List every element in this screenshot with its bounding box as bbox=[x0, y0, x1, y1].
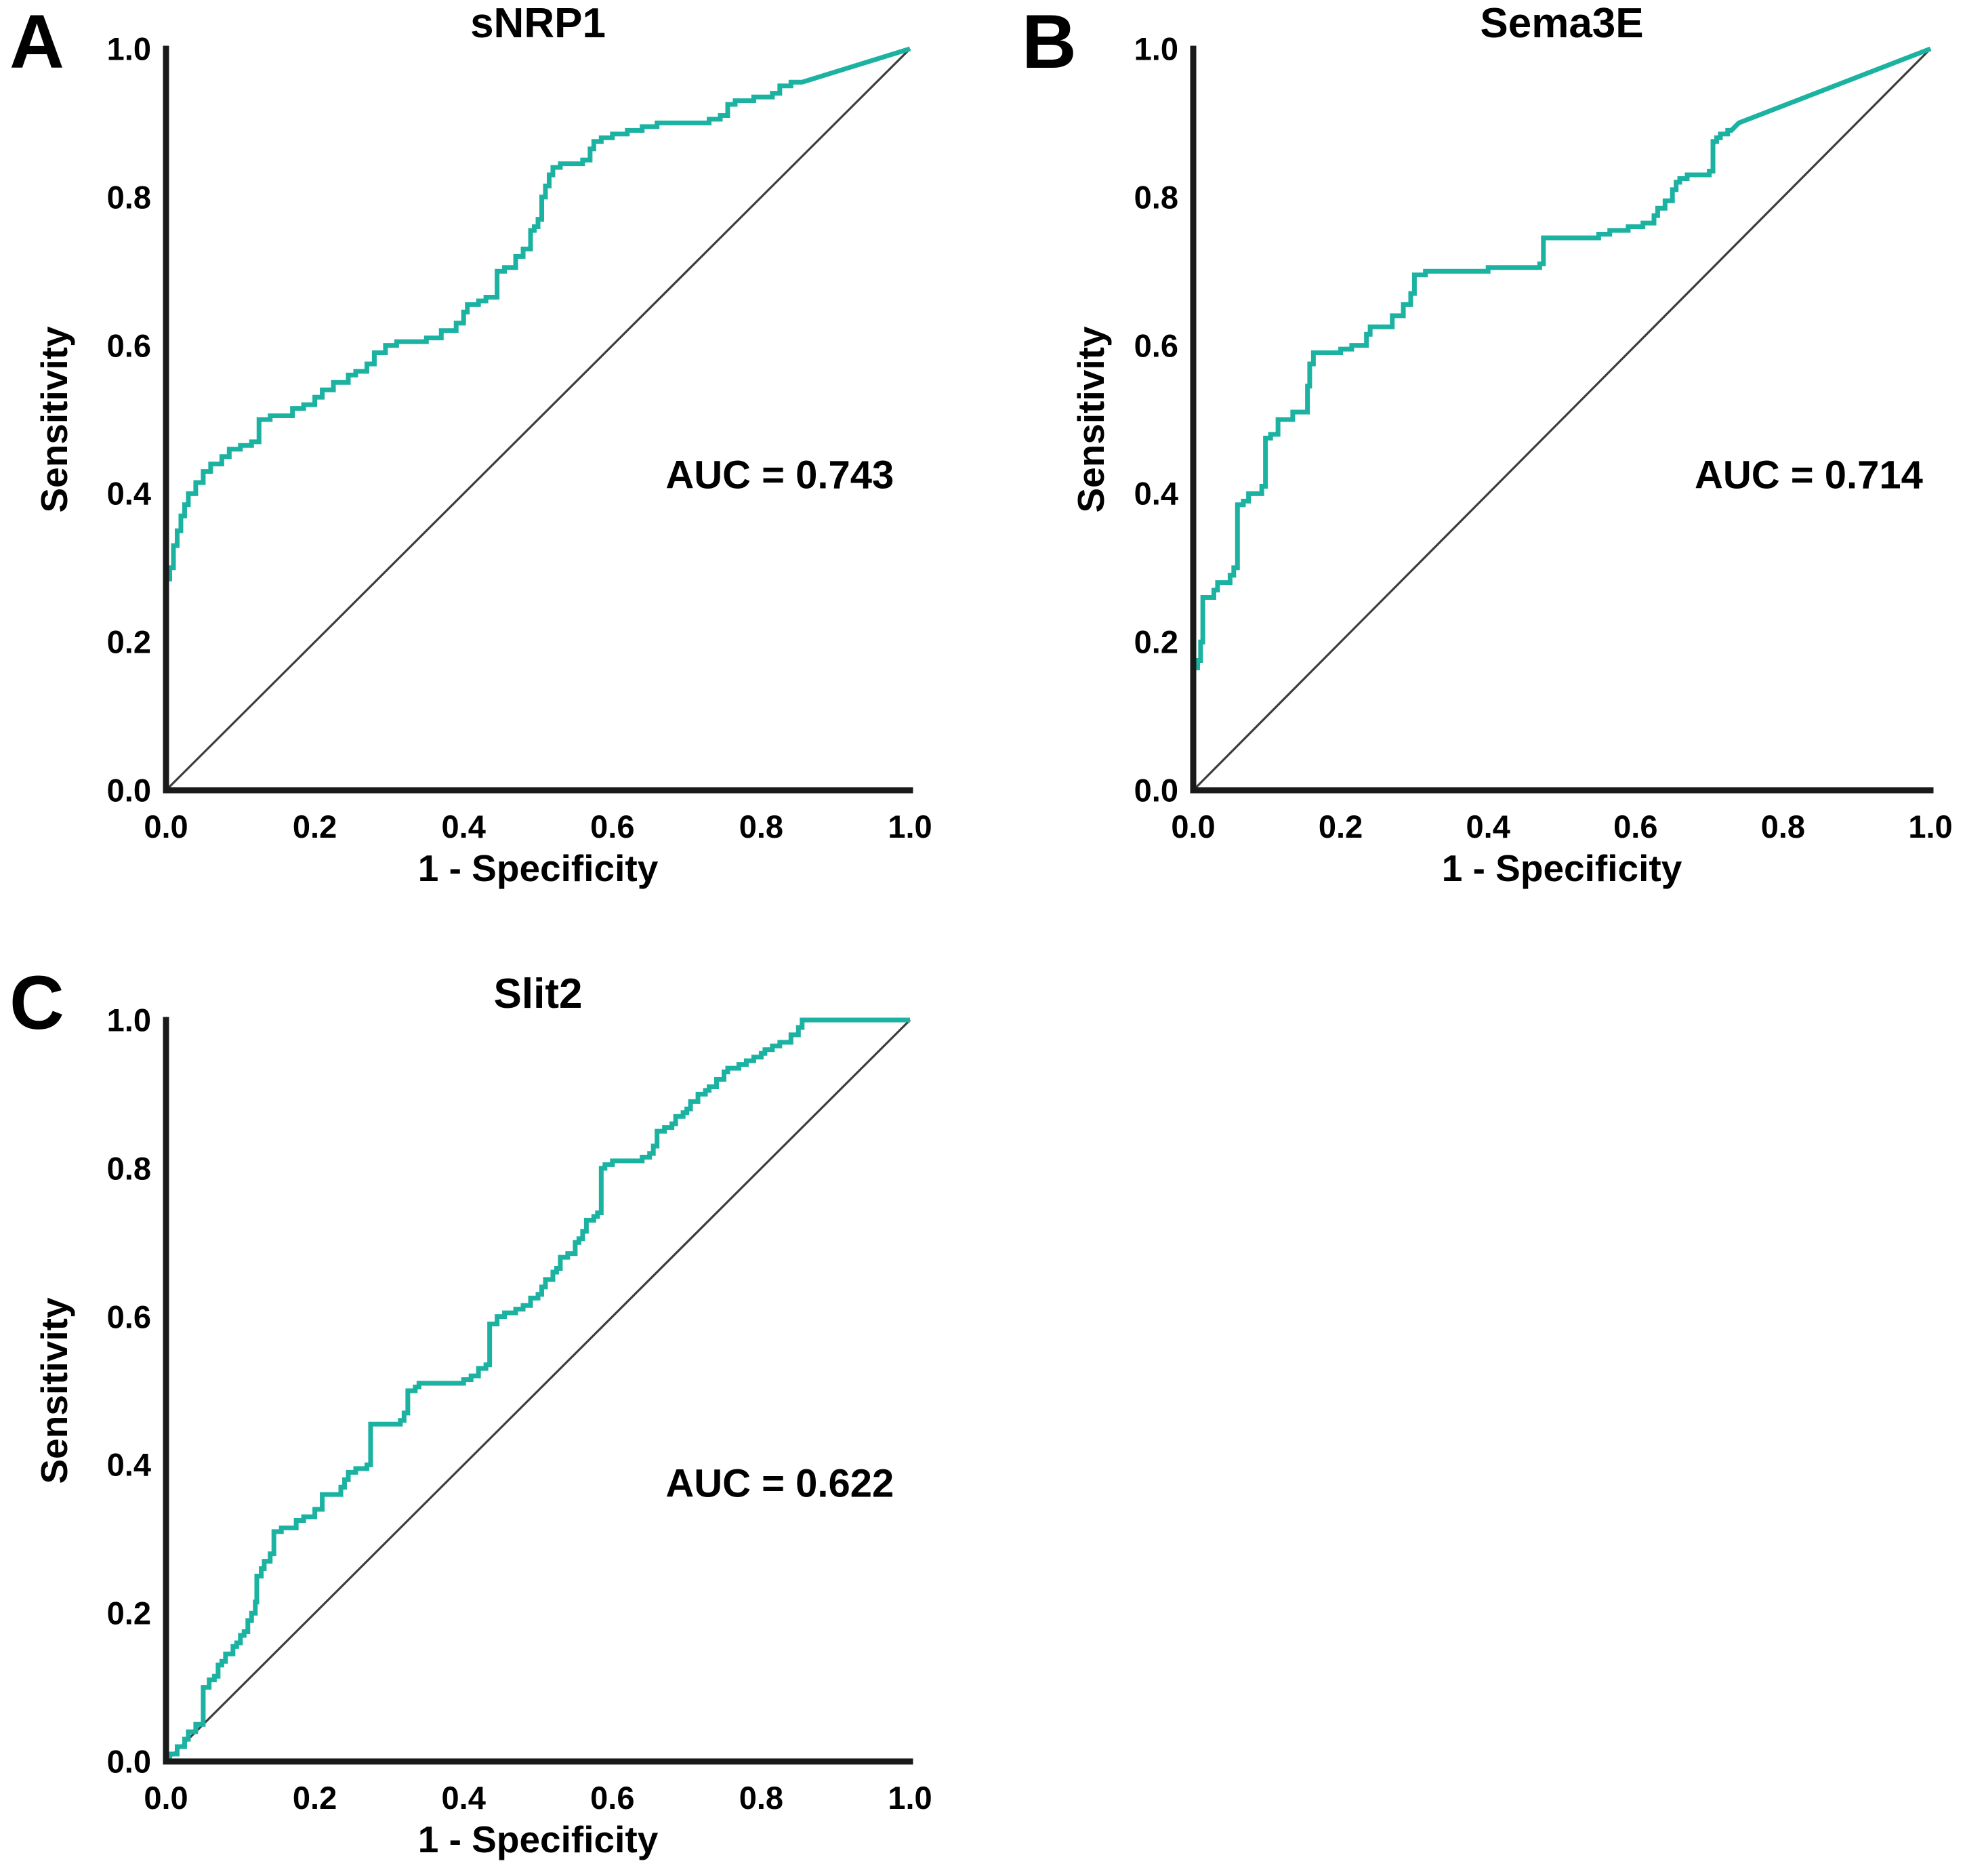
reference-diagonal-line bbox=[165, 1019, 911, 1763]
x-tick-label: 1.0 bbox=[888, 1780, 932, 1816]
x-tick-label: 0.6 bbox=[590, 809, 635, 844]
chart-title-snrp1: sNRP1 bbox=[470, 0, 606, 47]
y-tick-label: 0.2 bbox=[1134, 624, 1178, 660]
y-tick-label: 0.8 bbox=[106, 1150, 151, 1187]
x-tick-label: 0.0 bbox=[144, 809, 188, 844]
y-tick-label: 0.8 bbox=[106, 179, 151, 216]
x-tick-label: 0.4 bbox=[441, 809, 486, 844]
y-tick-label: 0.6 bbox=[106, 327, 151, 364]
y-tick-label: 0.2 bbox=[106, 1595, 151, 1631]
x-tick-label: 0.2 bbox=[1318, 809, 1363, 844]
x-tick-label: 0.8 bbox=[739, 1780, 784, 1816]
x-tick-label: 0.6 bbox=[590, 1780, 635, 1816]
plot-area: AUC = 0.743 0.0 0.2 0.4 0.6 0.8 1.0 0.0 0.2 0.4 0… bbox=[107, 33, 932, 843]
x-tick-label: 1.0 bbox=[888, 809, 932, 844]
x-axis-label: 1 - Specificity bbox=[417, 847, 659, 889]
x-axis-label: 1 - Specificity bbox=[1441, 847, 1682, 889]
y-tick-label: 0.4 bbox=[106, 475, 151, 512]
y-tick-label: 0.0 bbox=[106, 1743, 151, 1780]
auc-annotation: AUC = 0.622 bbox=[665, 1461, 894, 1506]
y-tick-label: 0.0 bbox=[1134, 772, 1178, 809]
y-axis-label: Sensitivity bbox=[33, 326, 75, 513]
chart-title-sema3e: Sema3E bbox=[1480, 0, 1644, 47]
panel-letter-b: B bbox=[1022, 0, 1077, 84]
y-tick-label: 0.6 bbox=[1134, 327, 1178, 364]
x-tick-label: 0.4 bbox=[1466, 809, 1510, 844]
panel-c: C Slit2 Sensitivity AUC = 0.622 0.0 0.2 0.… bbox=[0, 949, 1016, 1876]
auc-annotation: AUC = 0.743 bbox=[665, 453, 894, 497]
y-tick-label: 1.0 bbox=[106, 1002, 151, 1038]
reference-diagonal-line bbox=[1192, 47, 1932, 792]
x-axis-label: 1 - Specificity bbox=[417, 1818, 659, 1860]
reference-diagonal-line bbox=[165, 47, 911, 792]
roc-curve-line bbox=[164, 1017, 910, 1763]
chart-title-slit2: Slit2 bbox=[493, 971, 583, 1017]
y-tick-label: 1.0 bbox=[1134, 30, 1178, 67]
plot-area: AUC = 0.714 0.0 0.2 0.4 0.6 0.8 1.0 0.0 0.2 0.4 0… bbox=[1134, 33, 1953, 843]
panel-letter-a: A bbox=[9, 0, 64, 84]
y-tick-label: 1.0 bbox=[106, 30, 151, 67]
roc-plot-svg bbox=[1190, 45, 1934, 794]
x-tick-label: 0.8 bbox=[739, 809, 784, 844]
y-tick-label: 0.4 bbox=[106, 1446, 151, 1483]
x-tick-label: 0.2 bbox=[292, 809, 337, 844]
y-tick-label: 0.4 bbox=[1134, 475, 1178, 512]
x-tick-label: 0.8 bbox=[1760, 809, 1806, 844]
x-tick-label: 0.0 bbox=[1171, 809, 1216, 844]
y-axis-label: Sensitivity bbox=[1070, 326, 1112, 513]
x-tick-label: 0.2 bbox=[292, 1780, 337, 1816]
panel-letter-c: C bbox=[9, 960, 64, 1045]
y-tick-label: 0.6 bbox=[106, 1299, 151, 1335]
roc-curve-line bbox=[163, 46, 911, 790]
x-tick-label: 0.4 bbox=[441, 1780, 486, 1816]
y-tick-label: 0.0 bbox=[106, 772, 151, 809]
x-tick-label: 1.0 bbox=[1908, 809, 1953, 844]
roc-plot-svg bbox=[163, 1017, 913, 1765]
plot-area: AUC = 0.622 0.0 0.2 0.4 0.6 0.8 1.0 0.0 0.2 0.4 0… bbox=[107, 1004, 932, 1814]
panel-b: B Sema3E Sensitivity AUC = 0.714 0.0 0.2 0… bbox=[1016, 0, 1965, 949]
x-tick-label: 0.0 bbox=[144, 1780, 188, 1816]
auc-annotation: AUC = 0.714 bbox=[1695, 453, 1923, 497]
panel-a: A sNRP1 Sensitivity AUC = 0.743 0.0 0.2 0.… bbox=[0, 0, 1016, 949]
y-tick-label: 0.8 bbox=[1134, 179, 1178, 216]
y-tick-label: 0.2 bbox=[106, 624, 151, 660]
roc-curve-line bbox=[1191, 46, 1932, 790]
y-axis-label: Sensitivity bbox=[33, 1297, 75, 1484]
roc-plot-svg bbox=[163, 45, 913, 794]
x-tick-label: 0.6 bbox=[1613, 809, 1658, 844]
